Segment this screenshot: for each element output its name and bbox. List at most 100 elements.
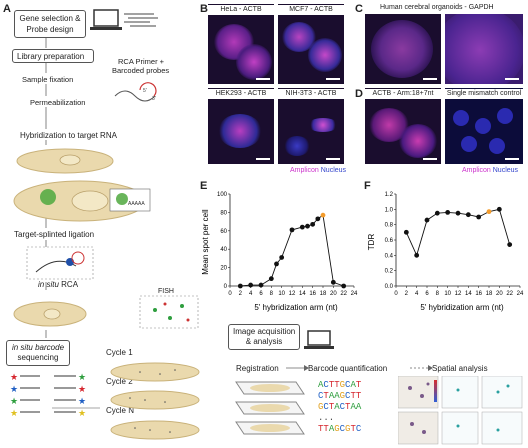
base-letter: A (334, 391, 340, 401)
cycle-cells-illustration (110, 362, 200, 440)
probe-illustration: 5' 3' (114, 82, 157, 102)
panel-b-letter: B (200, 3, 208, 15)
legend-amplicon: Amplicon (290, 167, 319, 174)
chart-f-x-tick-label: 10 (444, 291, 451, 297)
base-letter: T (355, 380, 362, 390)
barcode-sequence: GCTACTAA (318, 402, 361, 413)
base-letter: A (355, 402, 362, 412)
chart-e-series-line (240, 214, 344, 287)
chart-f-x-tick-label: 18 (486, 291, 493, 297)
chart-f-x-tick-label: 22 (506, 291, 513, 297)
base-letter: T (334, 380, 340, 390)
library-preparation-label: Library preparation (17, 52, 85, 61)
chart-f-series-line (405, 208, 511, 257)
rca-text: RCA (61, 280, 79, 289)
panel-e-letter: E (200, 180, 208, 192)
base-letter: T (350, 391, 356, 401)
chart-e-data-point (258, 282, 264, 288)
chart-f-y-tick-label: 0.0 (385, 284, 394, 290)
organoid-title: Human cerebral organoids - GAPDH (380, 4, 494, 11)
chart-e-y-tick-label: 100 (217, 192, 228, 198)
mismatch-title: Single mismatch control (445, 89, 523, 99)
chart-f-x-tick-label: 8 (436, 291, 440, 297)
gene-selection-box: Gene selection & Probe design (14, 10, 86, 38)
chart-e-x-tick-label: 20 (330, 291, 337, 297)
spatial-analysis-thumbnails (398, 376, 523, 445)
chart-e-data-point (279, 255, 285, 260)
chart-f-y-tick-label: 0.8 (385, 223, 394, 229)
spatial-analysis-label: Spatial analysis (432, 364, 488, 373)
barcode-sequence: CTAAGCTT (318, 391, 361, 402)
panel-c-letter: C (355, 3, 363, 15)
chart-f-x-tick-label: 4 (415, 291, 419, 297)
chart-f-data-point (434, 210, 440, 216)
cycle-2-label: Cycle 2 (106, 377, 133, 386)
svg-text:3': 3' (152, 96, 156, 102)
legend-nucleus: Nucleus (320, 167, 347, 174)
sample-fixation-label: Sample fixation (22, 75, 74, 84)
chart-f-x-tick-label: 16 (475, 291, 482, 297)
base-letter: C (345, 380, 351, 390)
chart-e-x-tick-label: 2 (239, 291, 243, 297)
base-letter: A (350, 380, 356, 390)
scale-bar (505, 158, 519, 160)
scale-bar (326, 158, 340, 160)
chart-e-x-tick-label: 22 (340, 291, 347, 297)
chart-e-y-tick-label: 60 (220, 229, 227, 235)
nih3t3-title: NIH-3T3 - ACTB (278, 89, 344, 99)
chart-f-x-tick-label: 0 (394, 291, 398, 297)
base-letter: C (318, 391, 324, 401)
micrograph-organoid-zoom (445, 14, 523, 84)
barcode-sequence: ... (318, 413, 335, 423)
panel-f-letter: F (364, 180, 371, 192)
legend-nucleus: Nucleus (492, 167, 519, 174)
legend-b: Amplicon Nucleus (290, 167, 346, 174)
base-letter: G (339, 391, 346, 401)
base-letter: G (318, 402, 324, 412)
base-letter: G (334, 424, 340, 434)
chart-f-data-point (465, 212, 471, 218)
svg-text:★: ★ (78, 384, 86, 394)
chart-f-x-tick-label: 14 (465, 291, 472, 297)
ligation-illustration (26, 246, 94, 280)
chart-f-data-point (445, 210, 451, 215)
chart-f-y-tick-label: 0.4 (385, 253, 394, 259)
base-letter: C (345, 391, 351, 401)
barcode-probes-illustration: ★ ★ ★ ★ ★ ★ ★ ★ (10, 372, 86, 418)
chart-e-y-tick-label: 0 (224, 284, 228, 290)
chart-f-x-tick-label: 20 (496, 291, 503, 297)
micrograph-actb-arm: ACTB - Arm:18+7nt (365, 88, 441, 164)
laptop-icon (90, 9, 122, 30)
chart-f-data-point (414, 252, 420, 258)
chart-f-data-point (403, 229, 409, 235)
in-situ-italic: in situ (38, 280, 59, 289)
base-letter: A (328, 391, 335, 401)
base-letter: T (323, 424, 329, 434)
chart-e-data-point (289, 227, 295, 233)
panel-d-letter: D (355, 88, 363, 100)
base-letter: G (339, 380, 346, 390)
actb-arm-title: ACTB - Arm:18+7nt (365, 89, 441, 99)
barcode-seq-label-1: in situ barcode (11, 343, 65, 352)
workflow-arrows (286, 365, 433, 371)
chart-f-x-tick-label: 24 (517, 291, 524, 297)
cycle-n-label: Cycle N (106, 406, 135, 415)
svg-text:★: ★ (10, 408, 18, 418)
scale-bar (423, 158, 437, 160)
scale-bar (256, 158, 270, 160)
legend-amplicon: Amplicon (462, 167, 491, 174)
base-letter: G (345, 424, 351, 434)
base-letter: T (323, 391, 329, 401)
hybridized-cells-illustration: AAAAA (13, 148, 151, 222)
base-letter: C (355, 424, 362, 434)
barcode-sequencing-box: in situ barcode sequencing (6, 340, 70, 366)
laptop-icon (304, 330, 334, 349)
svg-text:★: ★ (78, 408, 86, 418)
panel-a-letter: A (3, 3, 11, 15)
barcoded-probes-label: Barcoded probes (112, 66, 170, 75)
gene-selection-label: Gene selection & (19, 14, 81, 23)
chart-e-data-point (237, 283, 243, 289)
chart-e-x-tick-label: 8 (270, 291, 274, 297)
chart-e-x-tick-label: 16 (309, 291, 316, 297)
chart-f-x-tick-label: 2 (405, 291, 409, 297)
